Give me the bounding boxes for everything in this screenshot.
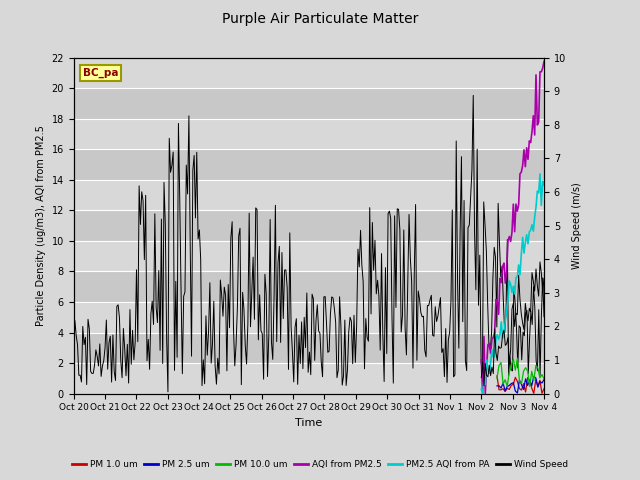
- Bar: [74, 363, 544, 394]
- Text: Purple Air Particulate Matter: Purple Air Particulate Matter: [222, 12, 418, 26]
- Bar: [74, 241, 544, 271]
- Bar: [74, 58, 544, 88]
- Bar: [74, 302, 544, 333]
- Bar: [74, 119, 544, 149]
- Y-axis label: Particle Density (ug/m3), AQI from PM2.5: Particle Density (ug/m3), AQI from PM2.5: [36, 125, 46, 326]
- Text: BC_pa: BC_pa: [83, 68, 118, 78]
- Y-axis label: Wind Speed (m/s): Wind Speed (m/s): [572, 182, 582, 269]
- Legend: PM 1.0 um, PM 2.5 um, PM 10.0 um, AQI from PM2.5, PM2.5 AQI from PA, Wind Speed: PM 1.0 um, PM 2.5 um, PM 10.0 um, AQI fr…: [68, 457, 572, 473]
- X-axis label: Time: Time: [295, 418, 323, 428]
- Bar: [74, 180, 544, 210]
